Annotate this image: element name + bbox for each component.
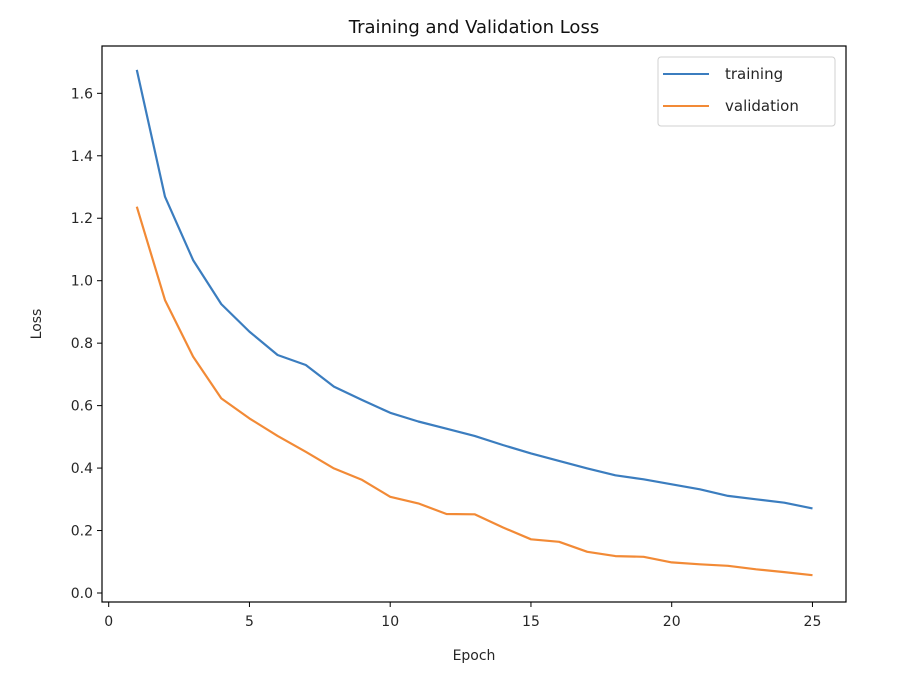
- x-axis-label: Epoch: [453, 648, 496, 664]
- legend-label-validation: validation: [725, 97, 799, 115]
- chart-title: Training and Validation Loss: [348, 17, 599, 38]
- x-tick-label: 20: [663, 614, 681, 630]
- y-tick-label: 0.4: [71, 461, 93, 477]
- y-tick-label: 1.2: [71, 211, 93, 227]
- x-tick-label: 5: [245, 614, 254, 630]
- axes-frame: [101, 45, 847, 603]
- y-tick-label: 1.4: [71, 149, 93, 165]
- y-tick-label: 0.0: [71, 586, 93, 602]
- validation-loss-line: [135, 206, 813, 577]
- x-tick-label: 0: [104, 614, 113, 630]
- y-axis-label: Loss: [29, 309, 45, 340]
- x-axis-ticks: 0 5 10 15 20 25: [104, 602, 821, 630]
- legend: training validation: [657, 56, 836, 127]
- x-tick-label: 10: [381, 614, 399, 630]
- y-tick-label: 0.2: [71, 524, 93, 540]
- y-tick-label: 1.6: [71, 86, 93, 102]
- plot-lines: [135, 69, 813, 577]
- y-tick-label: 0.6: [71, 399, 93, 415]
- y-tick-label: 1.0: [71, 274, 93, 290]
- training-loss-line: [135, 69, 813, 510]
- y-axis-ticks: 0.0 0.2 0.4 0.6 0.8 1.0 1.2 1.4 1.6: [71, 86, 102, 602]
- y-tick-label: 0.8: [71, 336, 93, 352]
- legend-label-training: training: [725, 65, 783, 83]
- x-tick-label: 25: [804, 614, 822, 630]
- x-tick-label: 15: [522, 614, 540, 630]
